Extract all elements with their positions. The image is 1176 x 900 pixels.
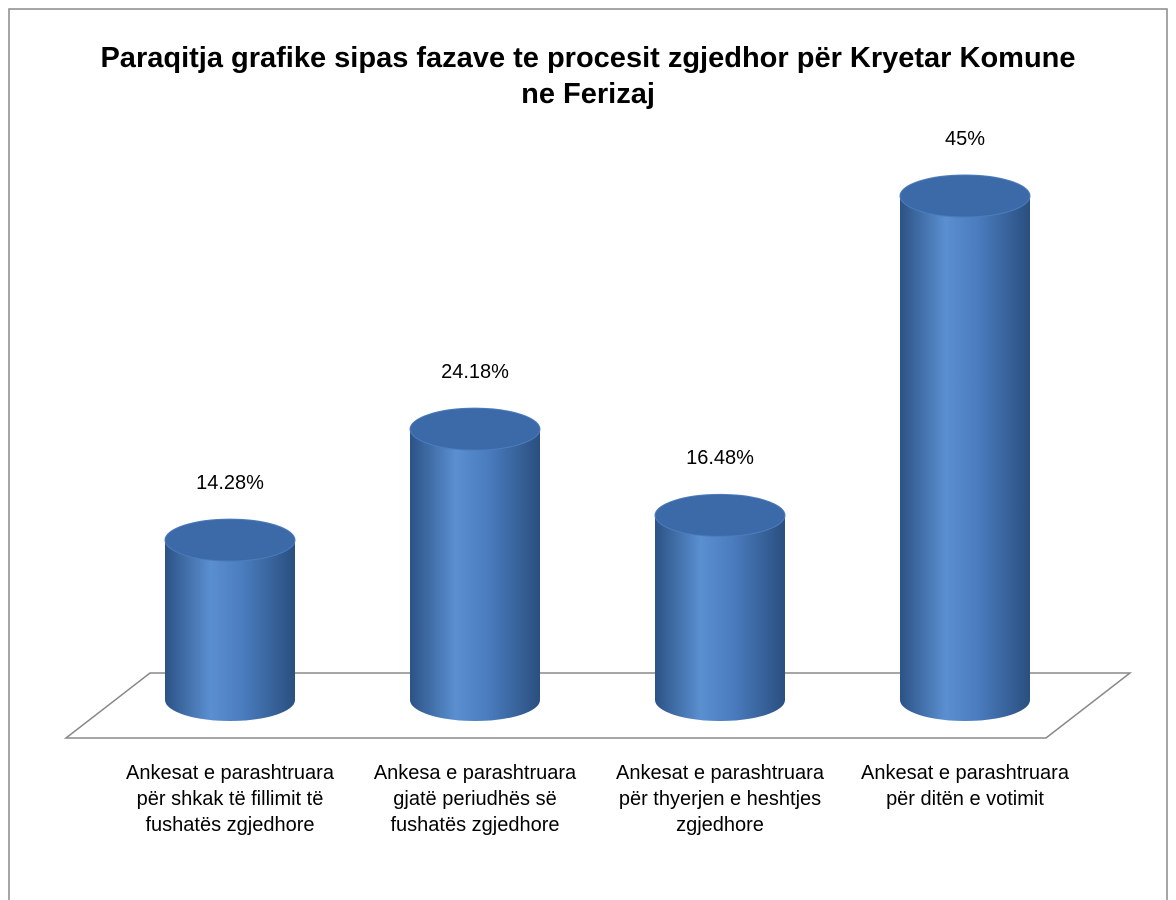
bar-top: [654, 493, 786, 537]
bar-top: [899, 174, 1031, 218]
x-tick-label: Ankesa e parashtruara gjatë periudhës së…: [373, 762, 577, 836]
chart-title: Paraqitja grafike sipas fazave te proces…: [100, 42, 1076, 110]
data-label: 14.28%: [196, 472, 264, 495]
bar: [410, 429, 540, 721]
x-tick-label: Ankesat e parashtruara për thyerjen e he…: [616, 762, 824, 836]
data-label: 16.48%: [686, 447, 754, 470]
bar: [655, 515, 785, 721]
bar-top: [409, 407, 541, 451]
bar: [900, 196, 1030, 721]
x-tick-label: Ankesat e parashtruara për shkak të fill…: [126, 762, 334, 836]
data-label: 24.18%: [441, 361, 509, 384]
chart-frame: [8, 8, 1168, 900]
bar: [165, 540, 295, 721]
bar-top: [164, 518, 296, 562]
floor: [63, 672, 1133, 739]
data-label: 45%: [944, 128, 986, 150]
x-tick-label: Ankesat e parashtruara për ditën e votim…: [861, 762, 1069, 810]
bars: [164, 174, 1031, 721]
